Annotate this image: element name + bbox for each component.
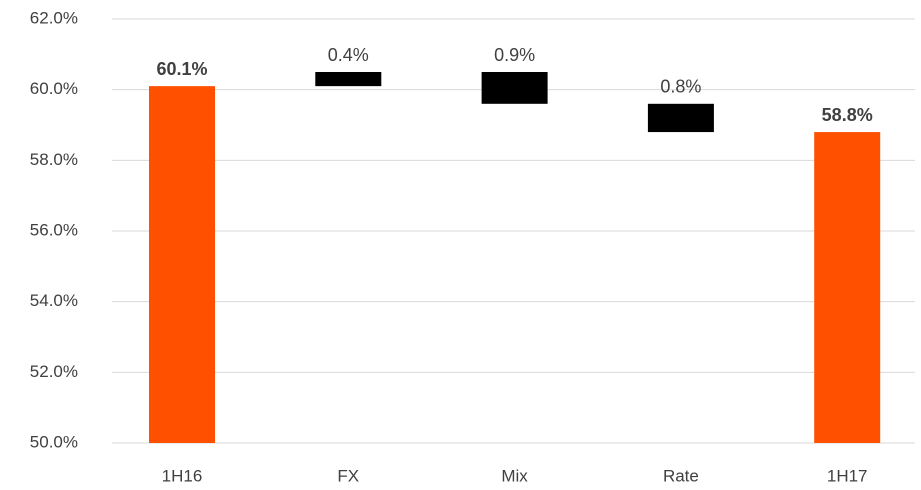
x-tick-label: FX [337,466,359,485]
y-tick-label: 62.0% [30,8,78,27]
value-label: 60.1% [156,59,207,79]
bar [647,103,714,133]
x-tick-label: Rate [663,466,699,485]
bar [149,86,215,443]
y-tick-label: 52.0% [30,362,78,381]
y-tick-label: 58.0% [30,150,78,169]
value-label: 0.9% [494,45,535,65]
y-tick-label: 60.0% [30,79,78,98]
x-tick-label: 1H16 [162,466,203,485]
value-label: 0.8% [660,77,701,97]
y-tick-label: 54.0% [30,291,78,310]
value-label: 0.4% [328,45,369,65]
x-tick-label: Mix [501,466,528,485]
bar [315,72,382,87]
x-tick-label: 1H17 [827,466,868,485]
bar [814,132,881,444]
y-tick-label: 56.0% [30,220,78,239]
y-tick-label: 50.0% [30,432,78,451]
value-label: 58.8% [822,105,873,125]
bar [481,72,548,104]
